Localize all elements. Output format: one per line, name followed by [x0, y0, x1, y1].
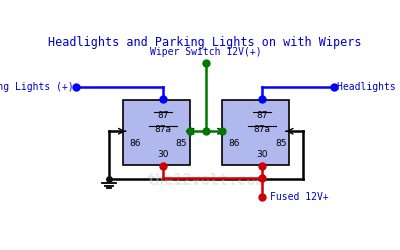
Text: Wiper Switch 12V(+): Wiper Switch 12V(+) [150, 47, 262, 57]
Text: 30: 30 [256, 150, 268, 159]
Text: 86: 86 [228, 139, 240, 148]
Text: 87a: 87a [154, 125, 171, 134]
Text: 85: 85 [275, 139, 286, 148]
Text: Headlights (+): Headlights (+) [337, 82, 400, 92]
Bar [222, 100, 289, 165]
Text: 87a: 87a [254, 125, 270, 134]
Text: Headlights and Parking Lights on with Wipers: Headlights and Parking Lights on with Wi… [48, 36, 362, 49]
Text: the12volt.com: the12volt.com [146, 173, 264, 188]
Bar [123, 100, 190, 165]
Text: Parking Lights (+): Parking Lights (+) [0, 82, 73, 92]
Text: 87: 87 [157, 110, 168, 120]
Text: Fused 12V+: Fused 12V+ [270, 192, 328, 202]
Text: 87: 87 [256, 110, 268, 120]
Text: 85: 85 [176, 139, 187, 148]
Text: 86: 86 [129, 139, 140, 148]
Text: 30: 30 [157, 150, 168, 159]
